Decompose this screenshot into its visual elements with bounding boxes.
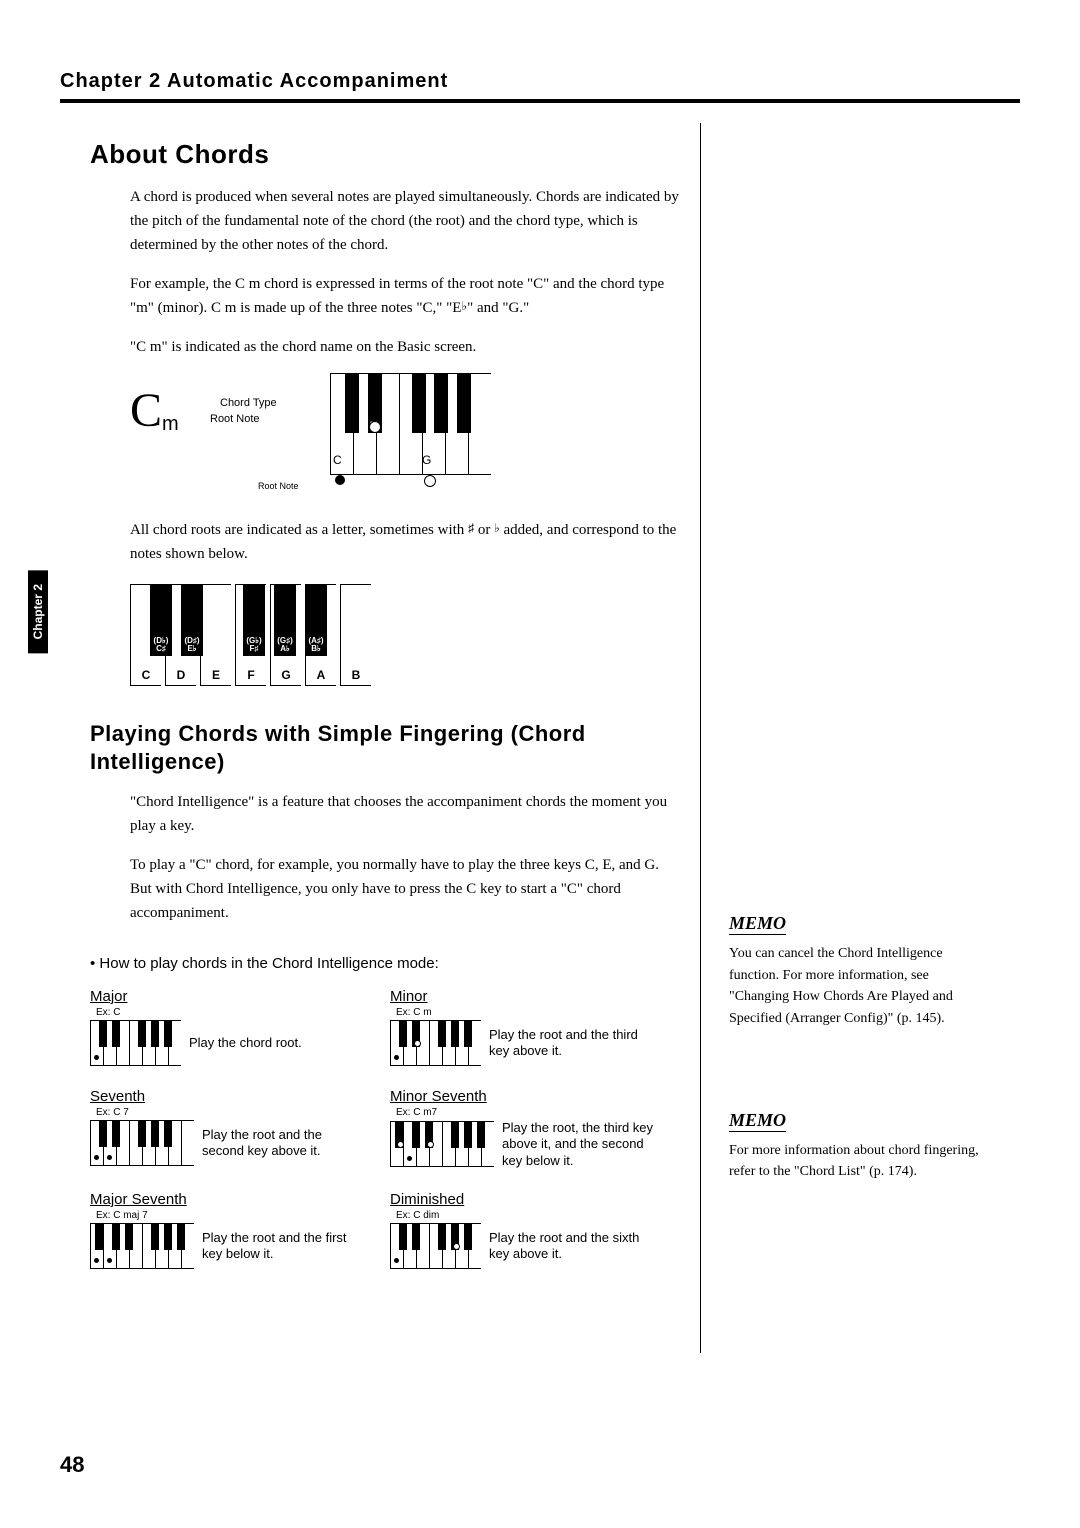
- ab: A♭: [280, 644, 290, 653]
- memo-1-text: You can cancel the Chord Intelligence fu…: [729, 943, 989, 1030]
- roots-keyboard: C D E F G A B (D♭)C♯ (D♯)E♭ (G♭)F♯ (G♯)A…: [130, 584, 680, 686]
- about-chords-p2: For example, the C m chord is expressed …: [130, 272, 680, 320]
- chord-desc: Play the root and the first key below it…: [202, 1230, 362, 1263]
- about-chords-p4: All chord roots are indicated as a lette…: [130, 518, 680, 566]
- mini-keyboard: [90, 1223, 194, 1269]
- mini-keyboard: [390, 1121, 494, 1167]
- root-c: C: [131, 668, 161, 682]
- main-column: About Chords A chord is produced when se…: [60, 123, 701, 1353]
- chord-title: Minor: [390, 988, 690, 1005]
- c-dot: [335, 475, 345, 485]
- mini-keyboard: [390, 1223, 481, 1269]
- big-c: C: [130, 384, 162, 437]
- ci-p2: To play a "C" chord, for example, you no…: [130, 853, 680, 925]
- chord-example: Ex: C dim: [396, 1210, 690, 1221]
- cs: C♯: [156, 644, 166, 653]
- eb-dot: [369, 421, 381, 433]
- memo-1-block: MEMO You can cancel the Chord Intelligen…: [729, 913, 989, 1030]
- about-chords-p3: "C m" is indicated as the chord name on …: [130, 335, 680, 359]
- root-e: E: [201, 668, 231, 682]
- mini-keyboard: [90, 1020, 181, 1066]
- chord-example: Ex: C 7: [96, 1107, 390, 1118]
- howto-line: • How to play chords in the Chord Intell…: [90, 955, 680, 972]
- header-rule: [60, 99, 1020, 103]
- chord-title: Major: [90, 988, 390, 1005]
- memo-2-block: MEMO For more information about chord fi…: [729, 1110, 989, 1183]
- page-number: 48: [60, 1452, 84, 1478]
- chord-cell: Major Ex: C Play the chord root.: [90, 988, 390, 1066]
- about-chords-heading: About Chords: [90, 139, 680, 170]
- chord-cell: Minor Ex: C m Play the root and the third …: [390, 988, 690, 1066]
- chapter-header: Chapter 2 Automatic Accompaniment: [60, 70, 1020, 93]
- chord-example: Ex: C: [96, 1007, 390, 1018]
- ci-p1: "Chord Intelligence" is a feature that c…: [130, 790, 680, 838]
- p4a: All chord roots are indicated as a lette…: [130, 522, 468, 538]
- bb: B♭: [311, 644, 321, 653]
- fs: F♯: [250, 644, 259, 653]
- root-note-label: Root Note: [210, 413, 260, 425]
- chord-grid: MajorEx: CPlay the chord root.MinorEx: C…: [90, 988, 680, 1269]
- chord-example: Ex: C maj 7: [96, 1210, 390, 1221]
- margin-column: MEMO You can cancel the Chord Intelligen…: [729, 123, 989, 1353]
- root-d: D: [166, 668, 196, 682]
- eb2: E♭: [187, 644, 196, 653]
- memo-icon-1: MEMO: [729, 913, 786, 935]
- chord-cell: Minor Seventh Ex: C m7 Play the root, the …: [390, 1088, 690, 1169]
- memo-icon-2: MEMO: [729, 1110, 786, 1132]
- chord-desc: Play the chord root.: [189, 1035, 302, 1051]
- chord-title: Diminished: [390, 1191, 690, 1208]
- chord-desc: Play the root and the third key above it…: [489, 1027, 649, 1060]
- chord-desc: Play the root, the third key above it, a…: [502, 1120, 662, 1169]
- chord-cell: Diminished Ex: C dim Play the root and the…: [390, 1191, 690, 1269]
- p2b: " and "G.": [467, 300, 529, 316]
- root-a: A: [306, 668, 336, 682]
- chord-cell: Major Seventh Ex: C maj 7 Play the root an…: [90, 1191, 390, 1269]
- memo-2-text: For more information about chord fingeri…: [729, 1140, 989, 1183]
- chord-example: Ex: C m: [396, 1007, 690, 1018]
- chord-intelligence-heading: Playing Chords with Simple Fingering (Ch…: [90, 720, 680, 775]
- side-tab: Chapter 2: [28, 570, 48, 653]
- cm-keyboard: E♭ C G: [330, 373, 491, 475]
- g-label: G: [422, 453, 431, 467]
- cm-figure: Cm Chord Type Root Note Root Note E♭ C: [130, 373, 680, 503]
- root-f: F: [236, 668, 266, 682]
- chord-title: Major Seventh: [90, 1191, 390, 1208]
- p4mid: or: [474, 522, 494, 538]
- c-label: C: [333, 453, 342, 467]
- about-chords-p1: A chord is produced when several notes a…: [130, 185, 680, 257]
- root-note-leader: Root Note: [258, 481, 299, 491]
- chord-type-label: Chord Type: [220, 397, 277, 409]
- g-dot: [424, 475, 436, 487]
- chord-desc: Play the root and the second key above i…: [202, 1127, 362, 1160]
- chord-title: Minor Seventh: [390, 1088, 690, 1105]
- cm-big-label: Cm: [130, 383, 179, 438]
- chord-desc: Play the root and the sixth key above it…: [489, 1230, 649, 1263]
- root-b: B: [341, 668, 371, 682]
- chord-example: Ex: C m7: [396, 1107, 690, 1118]
- mini-keyboard: [390, 1020, 481, 1066]
- big-m: m: [162, 413, 179, 435]
- root-g: G: [271, 668, 301, 682]
- chord-cell: Seventh Ex: C 7 Play the root and the seco…: [90, 1088, 390, 1169]
- p2a: For example, the C m chord is expressed …: [130, 276, 664, 316]
- mini-keyboard: [90, 1120, 194, 1166]
- chord-title: Seventh: [90, 1088, 390, 1105]
